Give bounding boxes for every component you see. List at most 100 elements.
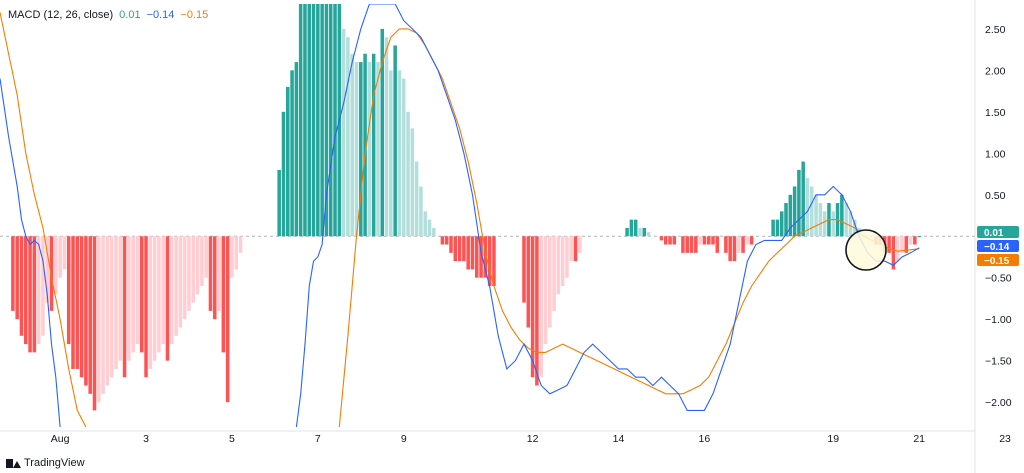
- histogram-bar[interactable]: [127, 236, 131, 361]
- histogram-bar[interactable]: [144, 236, 148, 378]
- histogram-bar[interactable]: [376, 62, 380, 237]
- histogram-bar[interactable]: [397, 70, 402, 237]
- histogram-bar[interactable]: [633, 219, 638, 237]
- histogram-bar[interactable]: [492, 236, 496, 286]
- histogram-bar[interactable]: [453, 236, 458, 262]
- histogram-bar[interactable]: [689, 236, 694, 253]
- histogram-bar[interactable]: [625, 227, 629, 237]
- histogram-bar[interactable]: [560, 236, 565, 286]
- histogram-bar[interactable]: [917, 236, 921, 238]
- histogram-bar[interactable]: [294, 62, 299, 237]
- histogram-bar[interactable]: [685, 236, 689, 253]
- plot-area[interactable]: [0, 4, 975, 427]
- histogram-bar[interactable]: [341, 28, 346, 237]
- histogram-bar[interactable]: [659, 236, 664, 241]
- histogram-bar[interactable]: [19, 236, 24, 336]
- histogram-bar[interactable]: [118, 236, 123, 361]
- histogram-bar[interactable]: [393, 45, 397, 237]
- histogram-bar[interactable]: [732, 236, 737, 262]
- histogram-bar[interactable]: [75, 236, 80, 369]
- histogram-bar[interactable]: [822, 211, 827, 237]
- histogram-bar[interactable]: [638, 227, 642, 237]
- histogram-bar[interactable]: [475, 236, 479, 278]
- histogram-bar[interactable]: [887, 236, 891, 253]
- histogram-bar[interactable]: [131, 236, 135, 353]
- histogram-bar[interactable]: [79, 236, 84, 378]
- histogram-bar[interactable]: [526, 236, 531, 328]
- histogram-bar[interactable]: [668, 236, 672, 245]
- histogram-bar[interactable]: [715, 236, 720, 253]
- histogram-bar[interactable]: [702, 236, 707, 245]
- histogram-bar[interactable]: [711, 236, 715, 245]
- histogram-bar[interactable]: [350, 53, 354, 237]
- histogram-bar[interactable]: [286, 86, 290, 237]
- histogram-bar[interactable]: [41, 236, 45, 336]
- histogram-bar[interactable]: [749, 236, 754, 245]
- histogram-bar[interactable]: [440, 236, 445, 245]
- histogram-bar[interactable]: [522, 236, 526, 303]
- histogram-bar[interactable]: [895, 236, 900, 262]
- histogram-bar[interactable]: [122, 236, 127, 378]
- histogram-bar[interactable]: [277, 169, 281, 237]
- histogram-bar[interactable]: [479, 236, 483, 278]
- macd-line[interactable]: [0, 78, 61, 427]
- histogram-bar[interactable]: [706, 236, 711, 245]
- histogram-bar[interactable]: [539, 236, 543, 378]
- histogram-bar[interactable]: [745, 236, 750, 245]
- histogram-bar[interactable]: [328, 4, 333, 237]
- histogram-bar[interactable]: [771, 219, 775, 237]
- histogram-bar[interactable]: [66, 236, 71, 345]
- time-axis[interactable]: Aug 3 5 7 9 12 14 16 19 21 23: [0, 430, 1011, 445]
- histogram-bar[interactable]: [208, 236, 213, 311]
- histogram-bar[interactable]: [384, 37, 389, 237]
- histogram-bar[interactable]: [737, 236, 741, 253]
- histogram-bar[interactable]: [221, 236, 226, 353]
- histogram-bar[interactable]: [191, 236, 196, 303]
- histogram-bar[interactable]: [135, 236, 140, 345]
- histogram-bar[interactable]: [487, 236, 492, 286]
- histogram-bar[interactable]: [801, 161, 805, 237]
- price-axis[interactable]: 2.50 2.00 1.50 1.00 0.50 −0.50 −1.00 −1.50 −2.00…: [974, 0, 1019, 473]
- histogram-bar[interactable]: [54, 236, 58, 295]
- histogram-bar[interactable]: [49, 236, 54, 311]
- histogram-bar[interactable]: [779, 211, 784, 237]
- histogram-bar[interactable]: [324, 4, 329, 237]
- histogram-bar[interactable]: [36, 236, 41, 345]
- histogram-bar[interactable]: [359, 62, 363, 237]
- histogram-bar[interactable]: [543, 236, 548, 345]
- histogram-bar[interactable]: [88, 236, 92, 394]
- histogram-bar[interactable]: [62, 236, 67, 270]
- histogram-bar[interactable]: [195, 236, 200, 295]
- histogram-bar[interactable]: [333, 4, 337, 237]
- histogram-bar[interactable]: [775, 219, 780, 237]
- histogram-bar[interactable]: [535, 236, 539, 386]
- histogram-bar[interactable]: [672, 236, 677, 245]
- histogram-bar[interactable]: [728, 236, 732, 262]
- histogram-bar[interactable]: [165, 236, 170, 361]
- histogram-bar[interactable]: [11, 236, 15, 311]
- histogram-bar[interactable]: [483, 236, 488, 278]
- histogram-bar[interactable]: [238, 236, 243, 253]
- histogram-bar[interactable]: [92, 236, 97, 411]
- histogram-bar[interactable]: [152, 236, 157, 361]
- histogram-bar[interactable]: [814, 194, 818, 237]
- histogram-bar[interactable]: [457, 236, 462, 262]
- histogram-bar[interactable]: [105, 236, 110, 386]
- histogram-bar[interactable]: [414, 161, 419, 237]
- tradingview-brand[interactable]: TradingView: [6, 457, 85, 469]
- histogram-bar[interactable]: [316, 4, 320, 237]
- histogram-bar[interactable]: [303, 4, 307, 237]
- histogram-bar[interactable]: [225, 236, 230, 403]
- histogram-bar[interactable]: [354, 62, 359, 237]
- histogram-bar[interactable]: [792, 186, 797, 237]
- histogram-bar[interactable]: [470, 236, 475, 270]
- histogram-bar[interactable]: [139, 236, 144, 353]
- histogram-bar[interactable]: [84, 236, 88, 386]
- histogram-bar[interactable]: [573, 236, 578, 262]
- histogram-bar[interactable]: [578, 236, 582, 253]
- histogram-bar[interactable]: [114, 236, 118, 369]
- histogram-bar[interactable]: [97, 236, 101, 403]
- histogram-bar[interactable]: [200, 236, 204, 286]
- histogram-bar[interactable]: [427, 219, 432, 237]
- histogram-bar[interactable]: [423, 211, 427, 237]
